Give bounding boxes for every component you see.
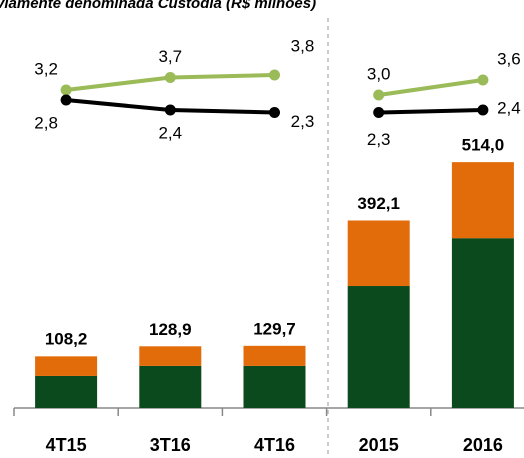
line-marker <box>373 107 385 118</box>
line-marker <box>269 107 280 118</box>
point-label: 3,6 <box>497 49 521 68</box>
chart-title: viamente denominada Custódia (R$ milhões… <box>0 0 316 12</box>
total-label: 514,0 <box>462 136 505 155</box>
line <box>378 108 483 115</box>
point-label: 2,3 <box>291 112 315 131</box>
total-label: 392,1 <box>357 194 400 213</box>
x-tick-label: 2015 <box>359 435 399 455</box>
point-label: 3,7 <box>158 47 182 66</box>
x-tick-label: 3T16 <box>150 435 191 455</box>
bar-segment <box>139 346 202 366</box>
x-tick-label: 4T16 <box>254 435 295 455</box>
bar-segment <box>35 375 98 408</box>
line-marker <box>477 74 489 86</box>
line-marker <box>164 104 176 116</box>
line-marker <box>269 69 280 81</box>
total-label: 128,9 <box>149 320 192 339</box>
bar-segment <box>347 286 410 408</box>
bar-segment <box>451 162 514 239</box>
point-label: 2,4 <box>497 98 521 117</box>
line <box>378 78 484 97</box>
bar-segment <box>35 356 98 376</box>
point-label: 2,8 <box>34 113 58 132</box>
point-label: 2,3 <box>367 130 391 149</box>
point-label: 3,0 <box>367 64 391 83</box>
line-marker <box>164 72 176 83</box>
point-label: 2,4 <box>158 123 182 142</box>
line-marker <box>60 94 72 106</box>
total-label: 108,2 <box>45 330 88 349</box>
x-tick-label: 4T15 <box>46 435 87 455</box>
bar-segment <box>243 365 306 408</box>
x-tick-label: 2016 <box>463 435 503 455</box>
bar-segment <box>139 365 202 408</box>
bar-segment <box>451 238 514 408</box>
point-label: 3,2 <box>34 59 58 78</box>
line-marker <box>373 89 385 101</box>
total-label: 129,7 <box>253 319 296 338</box>
line-marker <box>477 104 489 116</box>
point-label: 3,8 <box>291 36 315 55</box>
bar-segment <box>347 220 410 287</box>
bar-segment <box>243 345 306 366</box>
line-marker <box>60 84 72 96</box>
